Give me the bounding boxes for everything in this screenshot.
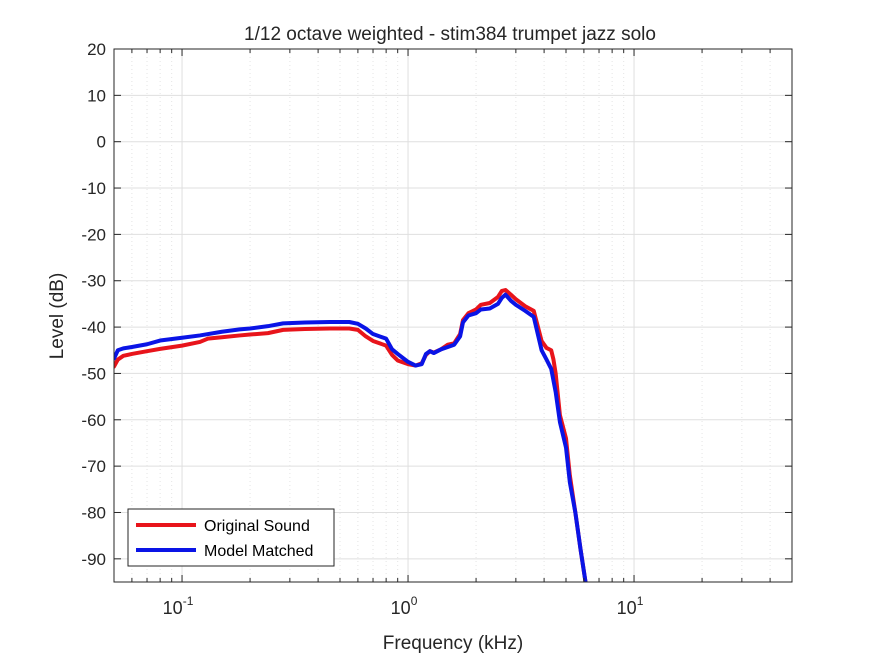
y-tick-label: -90 [81,550,106,569]
legend[interactable]: Original Sound Model Matched [127,508,335,567]
plot-frame [113,48,793,583]
y-tick-labels: 20 10 0 -10 -20 -30 -40 -50 -60 -70 -80 -90 [81,40,106,569]
legend-label-original-sound: Original Sound [204,518,310,535]
y-tick-label: -80 [81,503,106,522]
y-tick-label: 20 [87,40,106,59]
grid [113,48,793,582]
y-tick-label: -70 [81,457,106,476]
y-tick-label: -60 [81,411,106,430]
y-tick-label: -30 [81,272,106,291]
legend-label-model-matched: Model Matched [204,543,313,560]
plot-background [114,49,792,582]
y-tick-label: -20 [81,225,106,244]
x-tick-label: 10-1 [163,594,194,618]
y-tick-label: -40 [81,318,106,337]
y-tick-label: 10 [87,86,106,105]
x-axis-label: Frequency (kHz) [383,633,523,654]
y-tick-label: 0 [97,133,106,152]
y-tick-label: -50 [81,364,106,383]
legend-box [127,508,335,567]
series-layer [114,288,588,582]
y-axis-label: Level (dB) [47,273,68,360]
x-tick-labels: 10-1 100 101 [163,594,644,618]
tick-marks [113,48,793,582]
chart-title: 1/12 octave weighted - stim384 trumpet j… [244,24,656,45]
x-tick-label: 101 [617,594,644,618]
y-tick-label: -10 [81,179,106,198]
plot-area [113,48,793,583]
series-line-model-matched [114,292,588,582]
x-tick-label: 100 [391,594,418,618]
